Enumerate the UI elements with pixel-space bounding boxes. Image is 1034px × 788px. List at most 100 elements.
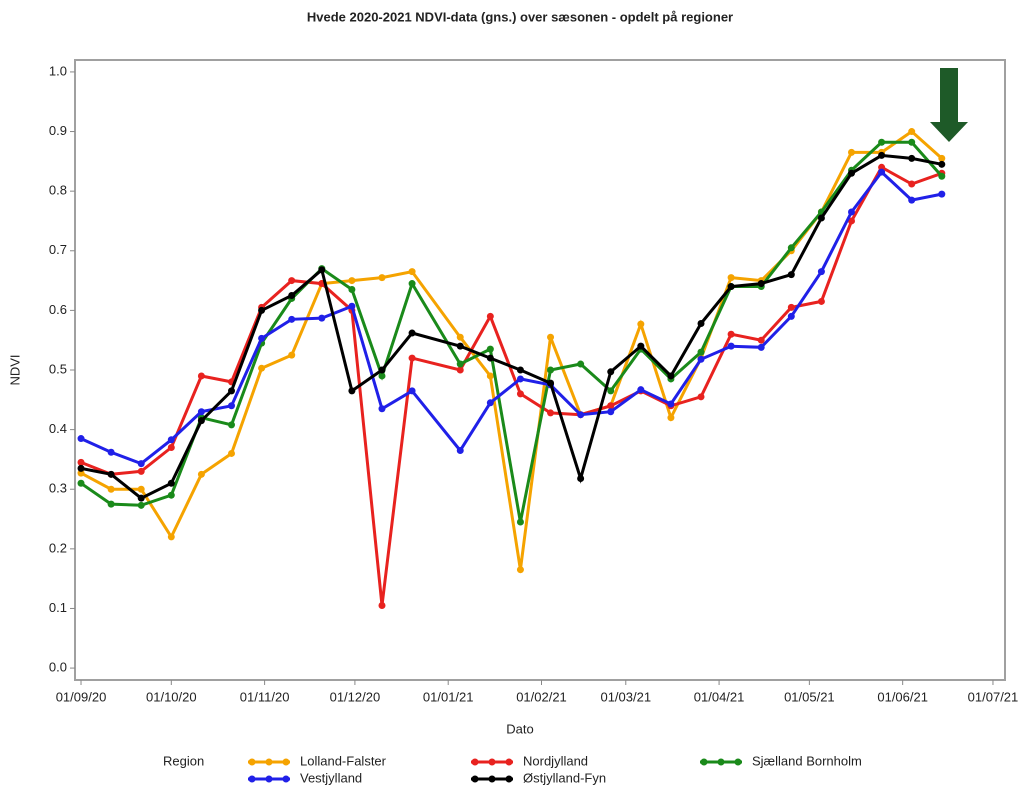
data-point — [408, 329, 416, 337]
data-point — [167, 436, 175, 444]
data-point — [197, 408, 205, 416]
y-tick-label: 0.2 — [49, 540, 67, 555]
data-point — [486, 312, 494, 320]
y-tick-label: 1.0 — [49, 63, 67, 78]
y-tick-label: 0.9 — [49, 123, 67, 138]
data-point — [938, 190, 946, 198]
data-point — [77, 435, 85, 443]
data-point — [547, 409, 555, 417]
data-point — [817, 297, 825, 305]
data-point — [667, 414, 675, 422]
data-point — [228, 387, 236, 395]
x-tick-label: 01/07/21 — [968, 689, 1019, 704]
x-tick-label: 01/10/20 — [146, 689, 197, 704]
legend-marker — [488, 775, 496, 783]
y-tick-label: 0.5 — [49, 361, 67, 376]
legend-marker — [505, 775, 513, 783]
data-point — [378, 274, 386, 282]
legend-marker — [471, 758, 479, 766]
data-point — [787, 244, 795, 252]
data-point — [757, 336, 765, 344]
data-point — [288, 277, 296, 285]
series-line — [80, 153, 943, 500]
data-point — [378, 601, 386, 609]
data-point — [637, 320, 645, 328]
data-point — [408, 280, 416, 288]
data-point — [167, 444, 175, 451]
data-point — [288, 291, 296, 299]
y-tick-label: 0.7 — [49, 242, 67, 257]
data-point — [408, 387, 416, 395]
data-point — [137, 501, 145, 509]
data-point — [486, 372, 494, 380]
data-point — [167, 533, 175, 541]
data-point — [577, 360, 585, 368]
data-point — [486, 354, 494, 362]
data-point — [77, 479, 85, 487]
data-point — [348, 286, 356, 294]
data-point — [817, 214, 825, 222]
data-point — [547, 366, 555, 374]
data-point — [938, 154, 946, 162]
data-point — [77, 458, 85, 466]
data-point — [107, 485, 115, 493]
data-point — [817, 268, 825, 276]
data-point — [637, 386, 645, 394]
x-tick-label: 01/06/21 — [877, 689, 928, 704]
data-point — [697, 348, 705, 356]
data-point — [848, 217, 856, 225]
data-point — [318, 266, 326, 274]
legend-marker — [265, 758, 273, 766]
data-point — [848, 148, 856, 156]
x-tick-label: 01/01/21 — [423, 689, 474, 704]
data-point — [456, 366, 464, 374]
data-point — [258, 306, 266, 314]
legend-marker — [734, 758, 742, 766]
series-line — [80, 129, 943, 570]
legend-label: Sjælland Bornholm — [752, 753, 862, 768]
data-point — [408, 354, 416, 362]
data-point — [697, 355, 705, 363]
data-point — [697, 393, 705, 401]
data-point — [667, 372, 675, 380]
legend-marker — [248, 758, 256, 766]
data-point — [408, 268, 416, 276]
data-point — [258, 364, 266, 372]
data-point — [167, 491, 175, 499]
data-point — [607, 387, 615, 395]
data-point — [456, 342, 464, 350]
data-point — [516, 375, 524, 383]
legend-marker — [282, 758, 290, 766]
x-tick-label: 01/12/20 — [330, 689, 381, 704]
data-point — [848, 169, 856, 177]
data-point — [908, 154, 916, 162]
data-point — [107, 448, 115, 456]
data-point — [228, 402, 236, 410]
data-point — [486, 345, 494, 353]
data-point — [787, 303, 795, 311]
y-axis-label: NDVI — [7, 354, 22, 385]
y-tick-label: 0.1 — [49, 600, 67, 615]
x-tick-label: 01/11/20 — [240, 689, 290, 704]
data-point — [878, 151, 886, 159]
data-point — [137, 494, 145, 502]
y-tick-label: 0.4 — [49, 421, 67, 436]
y-tick-label: 0.3 — [49, 481, 67, 496]
data-point — [107, 500, 115, 508]
data-point — [727, 283, 735, 291]
data-point — [908, 196, 916, 204]
data-point — [878, 168, 886, 176]
data-point — [697, 320, 705, 327]
x-tick-label: 01/09/20 — [56, 689, 107, 704]
data-point — [938, 172, 946, 180]
data-point — [456, 360, 464, 368]
data-point — [577, 411, 585, 419]
data-point — [848, 208, 856, 216]
data-point — [348, 387, 356, 395]
data-point — [787, 312, 795, 320]
legend-marker — [471, 775, 479, 783]
data-point — [378, 372, 386, 380]
legend-label: Vestjylland — [300, 770, 362, 785]
chart-title: Hvede 2020-2021 NDVI-data (gns.) over sæ… — [307, 9, 733, 24]
